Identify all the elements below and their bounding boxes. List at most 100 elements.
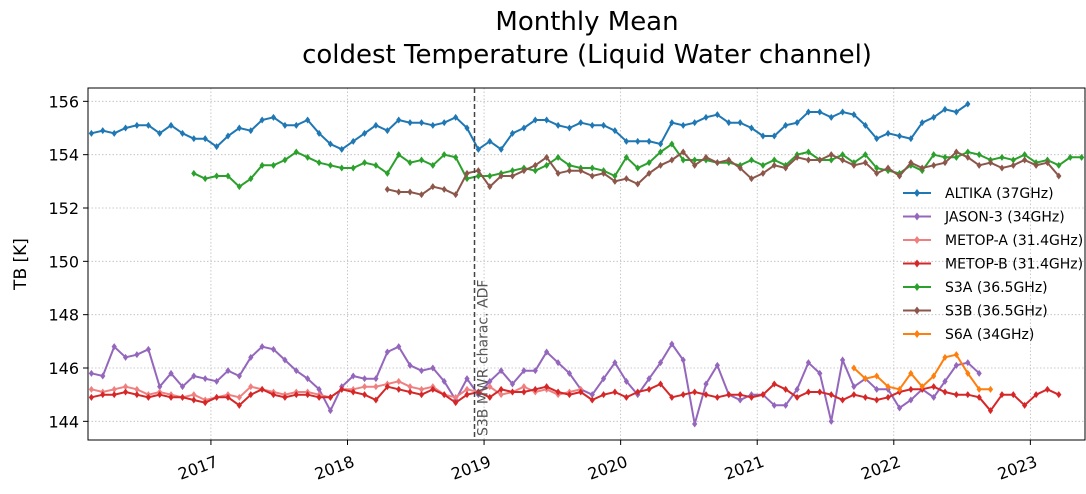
- point: [566, 391, 573, 399]
- point: [612, 172, 618, 180]
- point: [384, 127, 390, 135]
- point: [896, 132, 903, 140]
- point: [805, 156, 812, 164]
- point: [805, 359, 812, 367]
- point: [851, 391, 857, 399]
- legend-label: S3A (36.5GHz): [945, 280, 1048, 296]
- point: [1044, 385, 1051, 393]
- point: [839, 151, 846, 159]
- point: [726, 391, 732, 399]
- point: [657, 359, 664, 367]
- point: [373, 161, 379, 169]
- point: [145, 345, 151, 353]
- point: [270, 113, 277, 121]
- point: [646, 375, 652, 383]
- point: [304, 153, 311, 161]
- point: [703, 391, 709, 399]
- point: [566, 369, 573, 377]
- x-tick-label: 2023: [995, 452, 1040, 484]
- point: [111, 391, 117, 399]
- point: [828, 156, 834, 164]
- point: [692, 161, 698, 169]
- point: [600, 391, 607, 399]
- point: [373, 121, 379, 129]
- point: [316, 393, 322, 401]
- point: [407, 388, 413, 396]
- legend-label: METOP-B (31.4GHz): [945, 257, 1083, 273]
- point: [407, 159, 413, 167]
- point: [453, 393, 459, 401]
- point: [657, 140, 664, 148]
- point: [293, 148, 299, 156]
- point: [623, 377, 630, 385]
- point: [885, 129, 891, 137]
- point: [612, 359, 618, 367]
- point: [1022, 401, 1028, 409]
- point: [828, 151, 834, 159]
- legend-label: S6A (34GHz): [945, 327, 1034, 343]
- point: [316, 385, 322, 393]
- point: [464, 124, 470, 132]
- point: [509, 167, 516, 175]
- point: [771, 380, 777, 388]
- point: [407, 188, 413, 196]
- legend-marker: [914, 259, 920, 268]
- point: [464, 385, 470, 393]
- point: [874, 372, 880, 380]
- point: [543, 348, 550, 356]
- point: [293, 121, 299, 129]
- point: [703, 153, 709, 161]
- point: [373, 383, 379, 391]
- point: [1033, 161, 1039, 169]
- point: [748, 124, 755, 132]
- point: [589, 164, 595, 172]
- point: [191, 169, 197, 177]
- point: [669, 119, 675, 127]
- legend-marker: [914, 212, 920, 221]
- point: [396, 151, 402, 159]
- point: [760, 169, 766, 177]
- point: [248, 391, 254, 399]
- point: [134, 391, 140, 399]
- point: [885, 393, 891, 401]
- point: [543, 116, 550, 124]
- point: [566, 124, 573, 132]
- point: [862, 375, 869, 383]
- point: [88, 129, 95, 137]
- point: [430, 121, 436, 129]
- point: [248, 127, 254, 135]
- point: [487, 383, 493, 391]
- chart-subtitle: coldest Temperature (Liquid Water channe…: [302, 40, 872, 70]
- point: [726, 119, 732, 127]
- point: [259, 116, 265, 124]
- point: [680, 121, 686, 129]
- point: [657, 148, 664, 156]
- point: [817, 369, 823, 377]
- point: [236, 372, 242, 380]
- point: [714, 393, 720, 401]
- point: [953, 148, 959, 156]
- point: [578, 119, 584, 127]
- point: [327, 393, 334, 401]
- point: [794, 393, 800, 401]
- point: [839, 396, 846, 404]
- point: [225, 367, 231, 375]
- plot-frame: [87, 87, 1086, 441]
- point: [1078, 153, 1085, 161]
- point: [202, 135, 208, 143]
- point: [737, 164, 743, 172]
- point: [851, 364, 857, 372]
- point: [828, 391, 834, 399]
- x-tick-label: 2019: [449, 452, 494, 484]
- point: [498, 145, 504, 153]
- point: [304, 391, 311, 399]
- point: [862, 121, 869, 129]
- point: [805, 388, 812, 396]
- point: [191, 391, 197, 399]
- point: [259, 343, 265, 351]
- point: [441, 151, 447, 159]
- point: [999, 391, 1005, 399]
- point: [225, 393, 231, 401]
- point: [475, 167, 481, 175]
- point: [896, 404, 903, 412]
